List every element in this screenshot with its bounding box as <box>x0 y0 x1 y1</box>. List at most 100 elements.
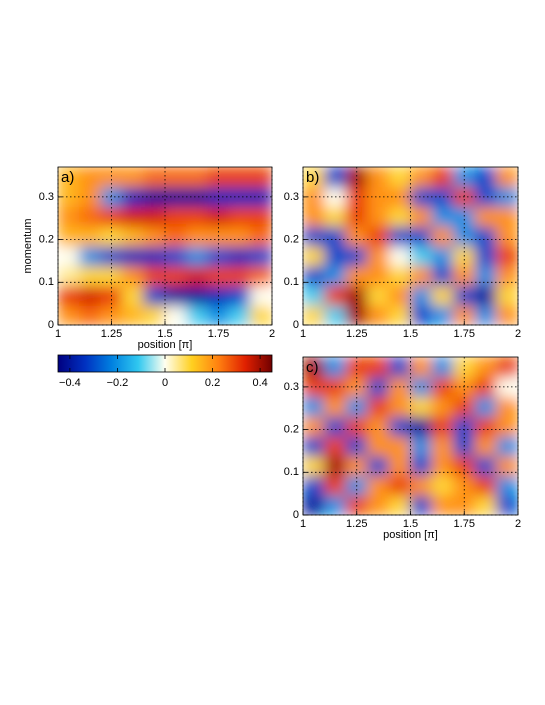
heat-cell <box>431 475 454 496</box>
heat-cell <box>367 285 390 306</box>
heat-cell <box>78 206 102 227</box>
y-tick-label: 0.3 <box>39 191 54 203</box>
heat-cell <box>388 475 411 496</box>
heat-cell <box>388 245 411 267</box>
colorbar-tick-label: −0.4 <box>59 377 81 389</box>
y-tick-label: 0 <box>293 319 299 331</box>
heat-cell <box>143 167 166 188</box>
x-tick-label: 2 <box>515 518 521 530</box>
heat-cell <box>496 435 518 457</box>
heat-cell <box>410 396 433 417</box>
heat-cell <box>431 265 454 286</box>
heat-cell <box>250 206 272 227</box>
heat-cell <box>410 376 433 397</box>
heat-cell <box>474 435 497 457</box>
heat-cell <box>431 225 454 247</box>
heat-cell <box>250 265 272 286</box>
heat-cell <box>367 376 390 397</box>
heat-cell <box>228 186 252 207</box>
heat-cell <box>324 245 347 267</box>
y-tick-label: 0.1 <box>39 276 54 288</box>
heat-cell <box>303 415 325 437</box>
heat-cell <box>164 265 187 286</box>
heat-cell <box>474 494 497 515</box>
y-tick-label: 0.2 <box>284 234 299 246</box>
heat-cell <box>228 245 252 267</box>
heat-cell <box>58 265 80 286</box>
x-axis-label: position [π] <box>138 339 193 351</box>
heat-cell <box>250 167 272 188</box>
heat-cell <box>431 245 454 267</box>
heat-cell <box>410 494 433 515</box>
heat-cell <box>78 285 102 306</box>
heat-cell <box>143 245 166 267</box>
x-tick-label: 1.5 <box>403 518 418 530</box>
heat-cell <box>388 285 411 306</box>
heat-cell <box>496 415 518 437</box>
heat-cell <box>367 357 390 378</box>
heat-cell <box>496 494 518 515</box>
y-tick-label: 0.1 <box>284 466 299 478</box>
heat-cell <box>388 455 411 476</box>
heat-cell <box>496 475 518 496</box>
heat-cell <box>185 245 209 267</box>
heat-cell <box>324 396 347 417</box>
heat-cell <box>121 285 145 306</box>
heat-cell <box>164 245 187 267</box>
heat-cell <box>496 206 518 227</box>
heat-cell <box>431 357 454 378</box>
heat-cell <box>121 186 145 207</box>
heat-cell <box>367 415 390 437</box>
heat-cell <box>474 265 497 286</box>
x-tick-label: 1.75 <box>454 518 475 530</box>
heat-cell <box>303 167 325 188</box>
y-tick-label: 0.2 <box>284 424 299 436</box>
heat-cell <box>207 304 230 325</box>
heat-cell <box>185 186 209 207</box>
heat-cell <box>431 455 454 476</box>
heat-cell <box>324 415 347 437</box>
heat-cell <box>474 206 497 227</box>
heat-cell <box>303 475 325 496</box>
heat-cell <box>496 455 518 476</box>
heat-cell <box>121 225 145 247</box>
x-tick-label: 1 <box>300 328 306 340</box>
heat-cell <box>345 304 368 325</box>
heat-cell <box>345 494 368 515</box>
heat-cell <box>410 415 433 437</box>
heat-cell <box>324 285 347 306</box>
heat-cell <box>58 167 80 188</box>
heat-cell <box>121 167 145 188</box>
heat-cell <box>474 304 497 325</box>
heat-cell <box>303 396 325 417</box>
heat-cell <box>121 304 145 325</box>
heat-cell <box>324 206 347 227</box>
heat-cell <box>78 265 102 286</box>
heat-cell <box>58 206 80 227</box>
heat-cell <box>410 167 433 188</box>
heat-cell <box>303 304 325 325</box>
x-tick-label: 1.5 <box>157 328 172 340</box>
heat-cell <box>388 167 411 188</box>
heat-cell <box>410 475 433 496</box>
colorbar-tick-label: −0.2 <box>107 377 129 389</box>
panel-label: a) <box>61 169 74 186</box>
heat-cell <box>474 357 497 378</box>
heat-cell <box>303 376 325 397</box>
heat-cell <box>410 265 433 286</box>
heat-cell <box>121 206 145 227</box>
heat-cell <box>410 435 433 457</box>
heat-cell <box>303 206 325 227</box>
heat-cell <box>431 376 454 397</box>
panel-label: b) <box>306 169 319 186</box>
x-tick-label: 1 <box>300 518 306 530</box>
heat-cell <box>367 435 390 457</box>
heat-cell <box>431 415 454 437</box>
heat-cell <box>367 455 390 476</box>
heat-cell <box>58 186 80 207</box>
heat-cell <box>58 304 80 325</box>
heat-cell <box>164 285 187 306</box>
heat-cell <box>496 304 518 325</box>
heat-cell <box>496 285 518 306</box>
heat-cell <box>303 186 325 207</box>
